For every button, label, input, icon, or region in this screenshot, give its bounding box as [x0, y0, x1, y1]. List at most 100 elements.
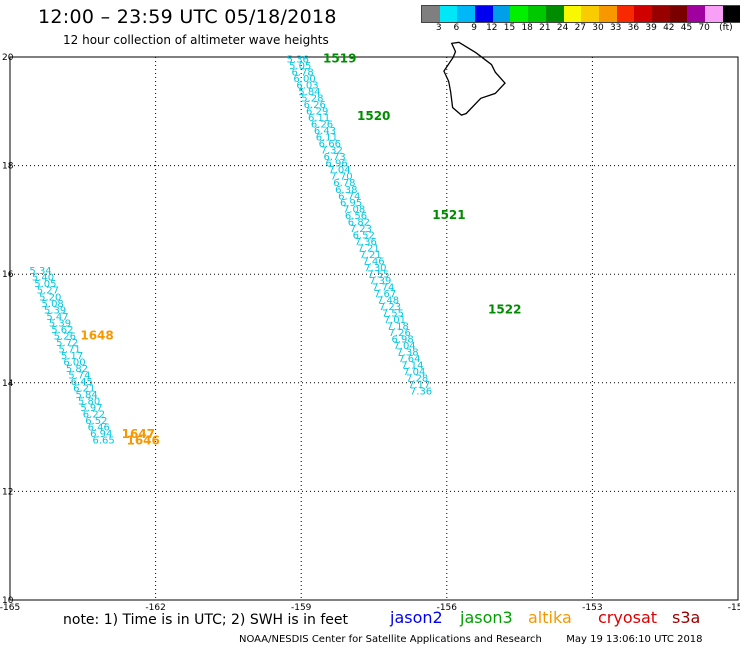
swh-value: 5.05	[34, 279, 56, 290]
swh-value: 7.21	[359, 250, 381, 261]
swh-value: 7.23	[350, 224, 372, 235]
time-1648: 1648	[80, 328, 113, 342]
swh-value: 5.74	[68, 370, 90, 381]
swh-value: 6.46	[88, 423, 110, 434]
scale-swatch-13	[651, 6, 670, 22]
page-subtitle: 12 hour collection of altimeter wave hei…	[63, 33, 329, 47]
swh-value: 6.00	[293, 74, 315, 85]
scale-label: 33	[609, 23, 622, 33]
scale-swatch-4	[492, 6, 511, 22]
note-text: note: 1) Time is in UTC; 2) SWH is in fe…	[63, 612, 349, 628]
legend-altika: altika	[528, 608, 572, 627]
scale-swatch-8	[563, 6, 582, 22]
time-1647: 1647	[122, 427, 155, 441]
track-jason3-east: 5.365.056.786.006.035.845.286.266.296.11…	[287, 54, 433, 397]
swh-value: 6.26	[311, 120, 333, 131]
swh-value: 6.73	[324, 152, 346, 163]
swh-value: 7.67	[374, 289, 396, 300]
scale-label: 39	[645, 23, 657, 33]
swh-value: 7.32	[321, 146, 343, 157]
swh-value: 5.26	[54, 331, 76, 342]
swh-value: 6.26	[304, 100, 326, 111]
x-tick-label: -162	[145, 603, 165, 613]
time-1522: 1522	[488, 302, 521, 316]
swh-value: 5.36	[287, 54, 309, 65]
swh-value: 6.11	[308, 113, 330, 124]
swh-value: 5.28	[301, 94, 323, 105]
swh-value: 5.05	[289, 61, 311, 72]
swh-value: 6.56	[345, 211, 367, 222]
swh-value: 5.82	[66, 364, 88, 375]
y-tick-label: 14	[2, 379, 14, 389]
swh-value: 6.94	[90, 429, 112, 440]
footer: NOAA/NESDIS Center for Satellite Applica…	[239, 634, 703, 645]
swh-value: 7.28	[406, 374, 428, 385]
swh-value: 5.84	[76, 390, 98, 401]
color-scale	[421, 5, 740, 23]
time-1519: 1519	[323, 51, 356, 65]
swh-value: 5.34	[29, 266, 51, 277]
swh-value: 7.36	[355, 237, 377, 248]
scale-label: 36	[627, 23, 640, 33]
hawaii-island-outline	[443, 41, 506, 116]
swh-value: 5.27	[37, 286, 59, 297]
swh-value: 7.08	[343, 204, 365, 215]
y-tick-label: 12	[2, 487, 13, 497]
swh-value: 7.70	[330, 172, 352, 183]
map-frame	[9, 56, 739, 601]
y-tick-label: 20	[2, 53, 14, 63]
swh-value: 7.26	[389, 328, 411, 339]
scale-label: 21	[539, 23, 551, 33]
time-1521: 1521	[432, 208, 465, 222]
swh-value: 7.21	[357, 243, 379, 254]
scale-swatch-5	[510, 6, 529, 22]
swh-value: 5.84	[298, 87, 320, 98]
swh-value: 7.04	[393, 341, 415, 352]
scale-label: 3	[435, 23, 442, 33]
scale-swatch-2	[457, 6, 476, 22]
scale-label: 30	[592, 23, 604, 33]
swh-value: 6.03	[296, 80, 318, 91]
y-tick-label: 16	[2, 270, 14, 280]
swh-value: 6.11	[316, 133, 338, 144]
scale-label: 9	[471, 23, 477, 33]
swh-value: 7.36	[410, 387, 432, 398]
y-tick-label: 18	[2, 162, 14, 172]
swh-value: 7.04	[403, 367, 425, 378]
swh-value: 7.18	[387, 322, 409, 333]
color-scale-labels: 3 6 9 12 15 18 21 24 27 30 33 36 39 42 45 70 (ft)	[421, 23, 740, 35]
x-tick-label: -153	[582, 603, 602, 613]
swh-value: 7.46	[362, 256, 384, 267]
swh-value: 6.52	[353, 230, 375, 241]
swh-value: 6.82	[348, 217, 370, 228]
swh-value: 7.30	[364, 263, 386, 274]
x-tick-label: -150	[728, 603, 740, 613]
swh-value: 7.17	[408, 380, 430, 391]
scale-swatch-10	[598, 6, 617, 22]
footer-credit: NOAA/NESDIS Center for Satellite Applica…	[239, 634, 542, 645]
swh-value: 6.45	[71, 377, 93, 388]
scale-swatch-9	[581, 6, 599, 22]
swh-value: 6.38	[335, 185, 357, 196]
swh-value: 5.08	[42, 299, 64, 310]
swh-value: 5.20	[39, 292, 61, 303]
legend-s3a: s3a	[672, 608, 701, 627]
scale-swatch-15	[687, 6, 705, 22]
legend-jason2: jason2	[390, 608, 443, 627]
swh-value: 6.22	[83, 410, 105, 421]
legend-cryosat: cryosat	[598, 608, 658, 627]
swh-value: 5.17	[61, 351, 83, 362]
scale-swatch-0	[422, 6, 440, 22]
scale-label: 27	[574, 23, 587, 33]
swh-value: 5.71	[59, 344, 81, 355]
swh-value: 6.43	[314, 126, 336, 137]
swh-value: 5.39	[49, 318, 71, 329]
scale-swatch-1	[439, 6, 458, 22]
legend-jason3: jason3	[460, 608, 513, 627]
scale-swatch-17	[722, 6, 740, 22]
footer-timestamp: May 19 13:06:10 UTC 2018	[566, 634, 703, 645]
swh-value: 5.62	[51, 325, 73, 336]
swh-value: 7.74	[372, 282, 394, 293]
scale-swatch-11	[616, 6, 635, 22]
